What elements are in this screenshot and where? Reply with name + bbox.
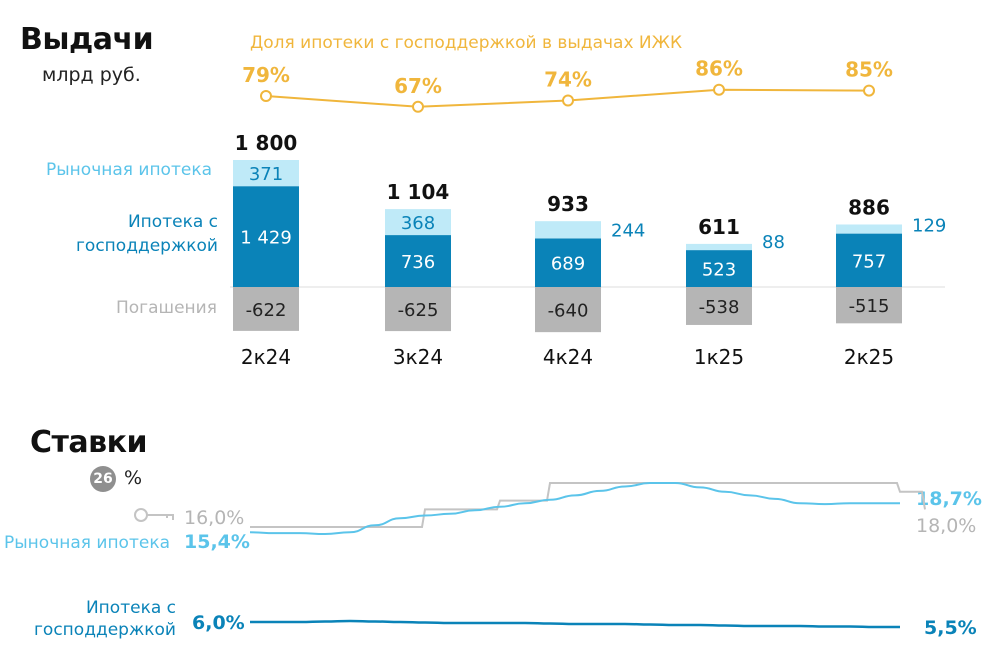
bar-repayments: [535, 287, 601, 333]
label-subsidized: 523: [702, 260, 736, 281]
share-label: 86%: [695, 57, 743, 81]
bar-market: [535, 221, 601, 239]
share-label: 79%: [242, 63, 290, 87]
share-point: [260, 90, 272, 102]
category-label: 2к25: [844, 345, 894, 369]
share-point: [713, 83, 725, 96]
legend-repayments: Погашения: [116, 298, 217, 318]
share-label: 74%: [544, 68, 592, 92]
label-repayments: -515: [849, 296, 890, 317]
category-label: 4к24: [543, 345, 593, 369]
label-repayments: -622: [246, 300, 287, 321]
market-rate-start: 15,4%: [184, 531, 250, 553]
rates-unit: %: [124, 467, 143, 489]
label-total: 886: [848, 195, 890, 219]
bar-subsidized: [686, 250, 752, 287]
bar-subsidized: [233, 186, 299, 287]
label-market: 88: [762, 232, 785, 253]
label-market: 244: [611, 220, 645, 241]
subsidized-rate-line: [250, 619, 900, 629]
label-subsidized: 757: [852, 251, 886, 272]
label-subsidized: 689: [551, 254, 585, 275]
rates-title: Ставки: [30, 425, 148, 460]
bar-subsidized: [385, 235, 451, 287]
label-market: 371: [249, 164, 283, 185]
bar-subsidized: [535, 238, 601, 287]
subsidized-rate-start: 6,0%: [192, 612, 245, 634]
legend-market-rate: Рыночная ипотека: [4, 533, 171, 553]
category-label: 1к25: [694, 345, 744, 369]
category-label: 2к24: [241, 345, 291, 369]
bar-market: [233, 160, 299, 187]
market-rate-line: [249, 482, 900, 536]
key-icon: [133, 507, 179, 523]
category-label: 3к24: [393, 345, 443, 369]
bar-subsidized: [836, 233, 902, 287]
issuance-title: Выдачи: [20, 22, 154, 57]
subsidized-rate-end: 5,5%: [924, 617, 977, 639]
label-total: 933: [547, 192, 589, 216]
bar-market: [836, 224, 902, 234]
label-market: 129: [912, 216, 946, 237]
label-repayments: -625: [398, 300, 439, 321]
share-point: [562, 94, 574, 107]
share-label: 67%: [394, 74, 442, 98]
bar-market: [385, 209, 451, 236]
legend-subsidized: Ипотека с господдержкой: [76, 212, 218, 256]
bar-market: [686, 243, 752, 251]
bar-repayments: [686, 287, 752, 325]
key-rate-start: 16,0%: [184, 507, 245, 529]
key-rate-line: [250, 482, 926, 528]
bar-repayments: [385, 287, 451, 332]
label-subsidized: 1 429: [240, 228, 292, 249]
label-repayments: -640: [548, 301, 589, 322]
label-subsidized: 736: [401, 252, 435, 273]
bar-repayments: [836, 287, 902, 324]
share-point: [412, 100, 424, 113]
badge: 26: [90, 466, 116, 492]
issuance-unit: млрд руб.: [42, 64, 141, 86]
share-point: [863, 84, 875, 97]
bar-repayments: [233, 287, 299, 331]
label-total: 1 104: [387, 180, 450, 204]
share-label: 85%: [845, 58, 893, 82]
share-line-label: Доля ипотеки с господдержкой в выдачах И…: [250, 33, 683, 53]
label-market: 368: [401, 213, 435, 234]
legend-subsidized-rate: Ипотека с господдержкой: [34, 598, 176, 640]
label-total: 1 800: [235, 131, 298, 155]
key-rate-end: 18,0%: [916, 515, 977, 537]
label-total: 611: [698, 215, 740, 239]
legend-market: Рыночная ипотека: [46, 160, 213, 180]
market-rate-end: 18,7%: [916, 488, 982, 510]
label-repayments: -538: [699, 297, 740, 318]
